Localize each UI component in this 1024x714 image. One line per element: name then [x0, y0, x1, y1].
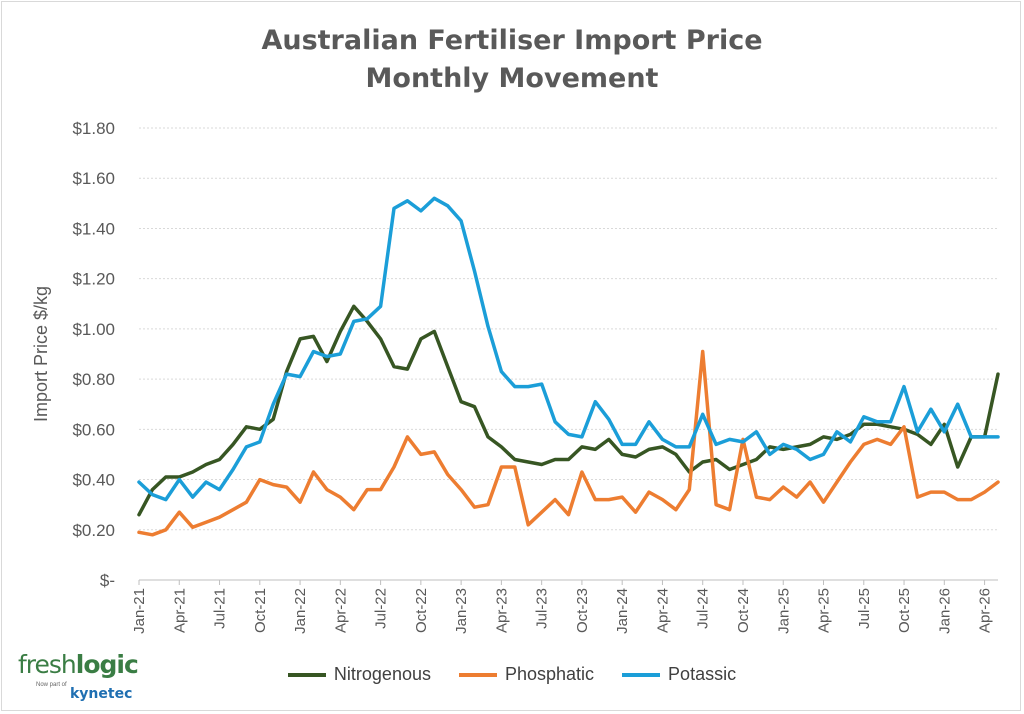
y-axis-label: Import Price $/kg [31, 286, 51, 422]
y-tick-label: $1.60 [72, 169, 115, 188]
y-axis-ticks: $- $0.20 $0.40 $0.60 $0.80 $1.00 $1.20 $1.40 $1.… [72, 119, 115, 590]
y-tick-label: $1.20 [72, 270, 115, 289]
x-tick-label: Jul-22 [373, 588, 390, 629]
x-tick-label: Apr-21 [171, 588, 188, 633]
legend: Nitrogenous Phosphatic Potassic [0, 664, 1024, 685]
chart-title-line-1: Australian Fertiliser Import Price [261, 25, 763, 56]
x-tick-label: Jan-26 [936, 588, 953, 634]
series-lines [137, 196, 1000, 537]
legend-item-nitrogenous: Nitrogenous [287, 664, 431, 685]
x-tick-label: Apr-26 [977, 588, 994, 633]
logo-wordmark: freshlogic [18, 650, 139, 679]
x-tick-label: Oct-23 [574, 588, 591, 633]
y-tick-label: $0.80 [72, 370, 115, 389]
x-tick-label: Oct-24 [735, 588, 752, 633]
series-line-potassic [137, 196, 1000, 502]
x-tick-label: Jan-22 [292, 588, 309, 634]
x-tick-label: Apr-24 [654, 588, 671, 633]
gridlines [139, 127, 998, 581]
y-tick-label: $0.60 [72, 420, 115, 439]
y-tick-label: $0.40 [72, 471, 115, 490]
freshlogic-logo: freshlogic Now part of kynetec [18, 652, 148, 704]
legend-swatch-potassic [622, 672, 661, 677]
chart-title-line-2: Monthly Movement [365, 63, 659, 94]
x-axis-ticks: Jan-21 Apr-21 Jul-21 Oct-21 Jan-22 Apr-22 Jul-… [131, 580, 994, 634]
legend-swatch-phosphatic [458, 672, 497, 677]
x-tick-label: Jul-24 [695, 588, 712, 629]
y-tick-label: $1.00 [72, 320, 115, 339]
series-line-phosphatic [137, 349, 1000, 537]
x-tick-label: Apr-25 [816, 588, 833, 633]
legend-item-phosphatic: Phosphatic [458, 664, 595, 685]
x-tick-label: Jan-24 [614, 588, 631, 634]
x-tick-label: Oct-21 [252, 588, 269, 633]
y-tick-label: $1.40 [72, 219, 115, 238]
x-tick-label: Oct-25 [896, 588, 913, 633]
x-tick-label: Jul-21 [212, 588, 229, 629]
y-tick-label: $- [100, 571, 115, 590]
x-tick-label: Jul-25 [856, 588, 873, 629]
legend-label-nitrogenous: Nitrogenous [333, 664, 431, 684]
logo-kynetec: kynetec [70, 686, 133, 702]
x-tick-label: Apr-23 [493, 588, 510, 633]
legend-item-potassic: Potassic [622, 664, 736, 685]
legend-label-potassic: Potassic [668, 664, 737, 684]
x-tick-label: Jan-21 [131, 588, 148, 634]
y-tick-label: $0.20 [72, 521, 115, 540]
logo-subtext: Now part of [36, 682, 67, 688]
x-tick-label: Oct-22 [413, 588, 430, 633]
legend-swatch-nitrogenous [287, 672, 326, 677]
x-tick-label: Jan-23 [453, 588, 470, 634]
x-tick-label: Jul-23 [534, 588, 551, 629]
legend-label-phosphatic: Phosphatic [504, 664, 595, 684]
chart-title: Australian Fertiliser Import Price Month… [0, 22, 1024, 98]
x-tick-label: Jan-25 [775, 588, 792, 634]
x-tick-label: Apr-22 [332, 588, 349, 633]
y-tick-label: $1.80 [72, 119, 115, 138]
